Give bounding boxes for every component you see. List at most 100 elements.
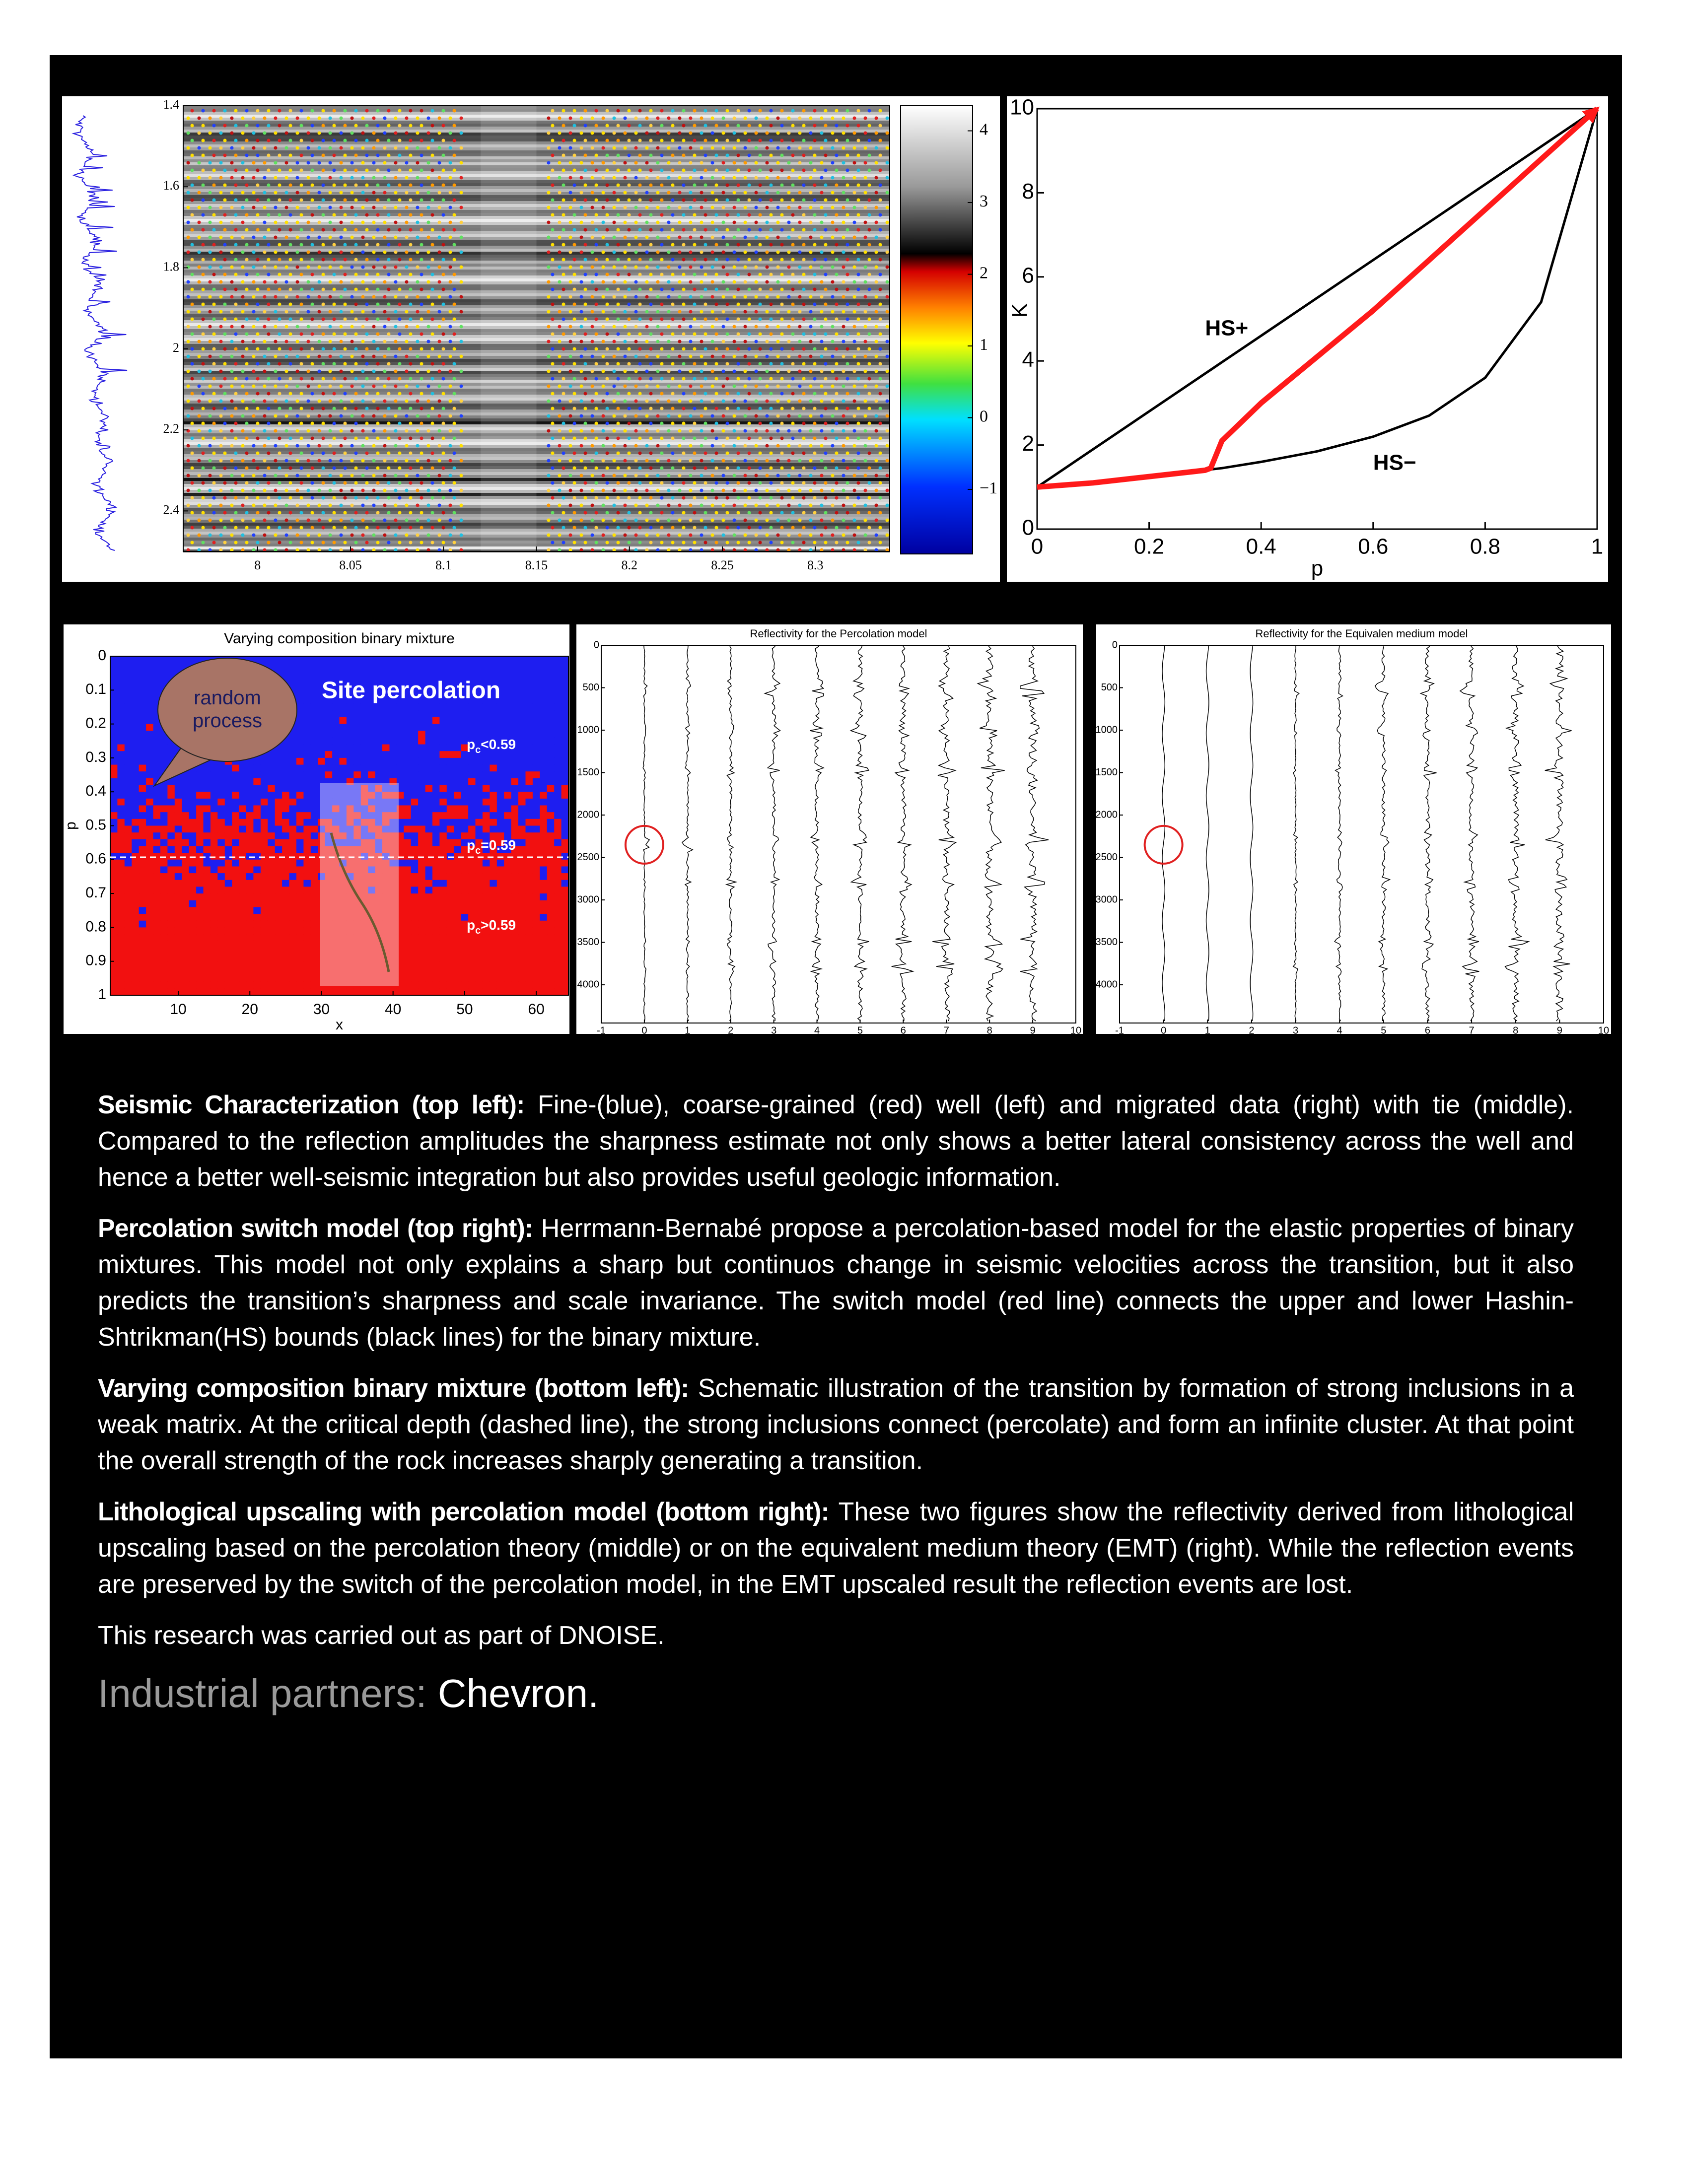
attribute-dot xyxy=(430,496,434,500)
attribute-dot xyxy=(693,302,697,306)
attribute-dot xyxy=(689,369,693,373)
cell xyxy=(547,697,555,704)
attribute-dot xyxy=(878,332,882,336)
attribute-dot xyxy=(660,168,664,172)
attribute-dot xyxy=(714,228,718,232)
cell xyxy=(382,663,390,670)
attribute-dot xyxy=(376,407,380,410)
attribute-dot xyxy=(572,302,576,306)
cell xyxy=(117,717,125,725)
cell xyxy=(375,677,383,684)
stripe xyxy=(183,228,890,231)
cell xyxy=(561,703,569,711)
attribute-dot xyxy=(441,109,445,113)
attribute-dot xyxy=(558,325,562,329)
attribute-dot xyxy=(223,496,227,500)
attribute-dot xyxy=(689,310,693,314)
attribute-dot xyxy=(219,548,223,552)
attribute-dot xyxy=(802,451,806,455)
attribute-dot xyxy=(885,310,889,314)
attribute-dot xyxy=(551,273,555,276)
cell xyxy=(468,737,476,745)
attribute-dot xyxy=(201,228,205,232)
cell xyxy=(325,731,333,738)
attribute-dot xyxy=(660,109,664,113)
stripe xyxy=(183,451,890,454)
attribute-dot xyxy=(747,347,751,351)
attribute-dot xyxy=(667,533,671,537)
attribute-dot xyxy=(212,451,216,455)
cell xyxy=(518,663,526,670)
attribute-dot xyxy=(835,511,839,515)
cell xyxy=(275,778,282,786)
attribute-dot xyxy=(627,243,631,247)
attribute-dot xyxy=(448,265,452,269)
attribute-dot xyxy=(743,340,747,343)
cell xyxy=(325,703,333,711)
attribute-dot xyxy=(612,340,616,343)
cell xyxy=(132,744,140,751)
attribute-dot xyxy=(201,481,205,485)
attribute-dot xyxy=(579,265,583,269)
attribute-dot xyxy=(667,235,671,239)
cell xyxy=(396,744,404,751)
stripe xyxy=(183,374,890,377)
attribute-dot xyxy=(579,354,583,358)
cell xyxy=(275,771,282,779)
attribute-dot xyxy=(747,496,751,500)
attribute-dot xyxy=(780,541,784,545)
attribute-dot xyxy=(219,191,223,195)
attribute-dot xyxy=(743,235,747,239)
attribute-dot xyxy=(361,414,365,418)
attribute-dot xyxy=(332,168,336,172)
attribute-dot xyxy=(339,518,343,522)
attribute-dot xyxy=(885,548,889,552)
attribute-dot xyxy=(671,332,675,336)
cell xyxy=(439,683,447,690)
attribute-dot xyxy=(878,347,882,351)
attribute-dot xyxy=(306,161,310,165)
cell xyxy=(296,677,304,684)
attribute-dot xyxy=(747,273,751,276)
attribute-dot xyxy=(568,444,572,448)
cell xyxy=(296,710,304,718)
attribute-dot xyxy=(452,362,456,366)
attribute-dot xyxy=(219,518,223,522)
attribute-dot xyxy=(398,317,402,321)
attribute-dot xyxy=(590,295,594,299)
attribute-dot xyxy=(667,503,671,507)
attribute-dot xyxy=(813,153,817,157)
cell xyxy=(525,663,533,670)
attribute-dot xyxy=(765,325,769,329)
attribute-dot xyxy=(208,265,212,269)
attribute-dot xyxy=(405,488,409,492)
cell xyxy=(490,663,497,670)
attribute-dot xyxy=(321,377,325,381)
attribute-dot xyxy=(223,273,227,276)
attribute-dot xyxy=(416,518,420,522)
attribute-dot xyxy=(594,421,598,425)
attribute-dot xyxy=(787,518,791,522)
cell xyxy=(547,737,555,745)
attribute-dot xyxy=(824,392,828,396)
attribute-dot xyxy=(274,235,278,239)
attribute-dot xyxy=(693,213,697,217)
attribute-dot xyxy=(321,436,325,440)
attribute-dot xyxy=(190,302,194,306)
attribute-dot xyxy=(306,414,310,418)
stripe xyxy=(183,454,890,457)
cell xyxy=(153,757,161,765)
attribute-dot xyxy=(230,533,234,537)
cell xyxy=(540,717,548,725)
cell xyxy=(382,697,390,704)
cell xyxy=(425,764,433,772)
cell xyxy=(561,724,569,731)
attribute-dot xyxy=(867,332,871,336)
attribute-dot xyxy=(339,235,343,239)
attribute-dot xyxy=(558,265,562,269)
attribute-dot xyxy=(754,220,758,224)
cell xyxy=(547,757,555,765)
attribute-dot xyxy=(878,243,882,247)
attribute-dot xyxy=(835,496,839,500)
attribute-dot xyxy=(234,287,238,291)
